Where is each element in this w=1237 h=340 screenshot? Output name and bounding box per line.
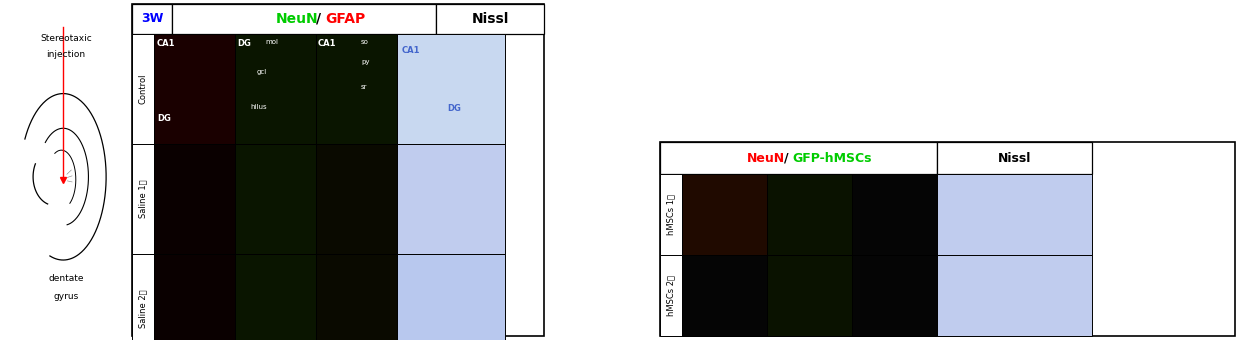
Bar — [936, 255, 1092, 336]
Bar — [852, 255, 936, 336]
Text: injection: injection — [47, 50, 85, 59]
Bar — [132, 4, 544, 336]
Bar — [153, 34, 235, 144]
Bar — [936, 174, 1092, 255]
Text: Nissl: Nissl — [998, 152, 1032, 165]
Text: /: / — [784, 152, 789, 165]
Bar — [153, 144, 235, 254]
Bar — [767, 255, 852, 336]
Bar — [682, 255, 767, 336]
Text: hMSCs 1주: hMSCs 1주 — [667, 194, 675, 235]
Bar — [661, 142, 936, 174]
Bar — [132, 34, 153, 144]
Bar — [435, 4, 544, 34]
Text: CA1: CA1 — [402, 46, 421, 55]
Bar — [767, 174, 852, 255]
Text: GFP-hMSCs: GFP-hMSCs — [793, 152, 872, 165]
Bar — [235, 144, 315, 254]
Text: DG: DG — [157, 114, 171, 123]
Bar — [132, 144, 153, 254]
Text: DG: DG — [447, 104, 461, 113]
Text: Saline 1주: Saline 1주 — [139, 180, 147, 218]
Text: hilus: hilus — [250, 104, 267, 110]
Text: CA1: CA1 — [157, 39, 176, 48]
Bar — [397, 144, 505, 254]
Text: Nissl: Nissl — [471, 12, 508, 26]
Text: hMSCs 2주: hMSCs 2주 — [667, 275, 675, 316]
Bar — [682, 174, 767, 255]
Bar — [153, 254, 235, 340]
Text: py: py — [361, 59, 370, 65]
Bar — [661, 142, 1235, 336]
Bar — [397, 34, 505, 144]
Text: CA1: CA1 — [318, 39, 336, 48]
Text: gcl: gcl — [257, 69, 267, 75]
Bar — [132, 4, 172, 34]
Bar — [936, 142, 1092, 174]
Bar — [235, 34, 315, 144]
Text: sr: sr — [361, 84, 367, 90]
Text: mol: mol — [265, 39, 278, 45]
Text: dentate: dentate — [48, 274, 84, 283]
Bar — [315, 144, 397, 254]
Bar — [397, 254, 505, 340]
Text: Saline 2주: Saline 2주 — [139, 290, 147, 328]
Bar — [661, 174, 682, 255]
Text: DG: DG — [238, 39, 251, 48]
Bar — [235, 254, 315, 340]
Bar — [132, 254, 153, 340]
Text: NeuN: NeuN — [276, 12, 319, 26]
Text: 3W: 3W — [141, 13, 163, 26]
Text: NeuN: NeuN — [746, 152, 784, 165]
Text: gyrus: gyrus — [53, 292, 79, 301]
Text: so: so — [361, 39, 369, 45]
Bar — [661, 255, 682, 336]
Text: Stereotaxic: Stereotaxic — [41, 34, 92, 42]
Bar — [172, 4, 435, 34]
Text: /: / — [315, 12, 322, 26]
Bar — [315, 34, 397, 144]
Text: GFAP: GFAP — [325, 12, 365, 26]
Text: Control: Control — [139, 74, 147, 104]
Bar — [315, 254, 397, 340]
Bar — [852, 174, 936, 255]
